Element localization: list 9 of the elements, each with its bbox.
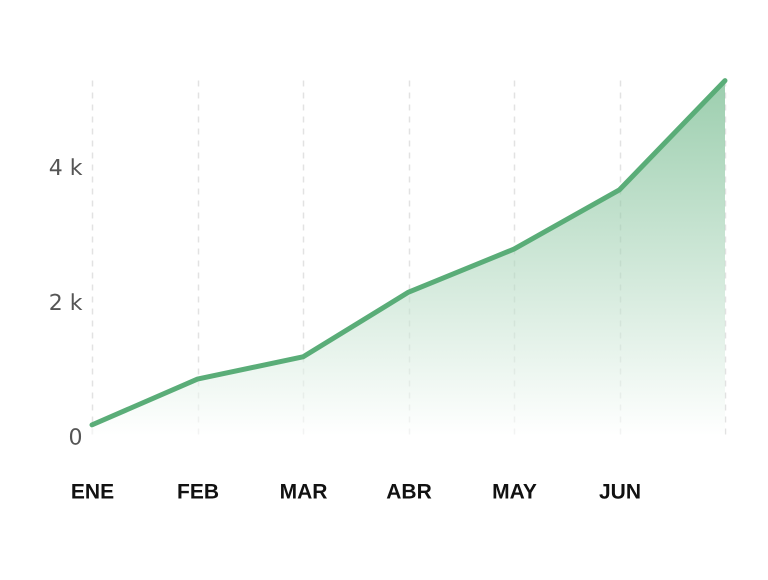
x-tick-label: FEB bbox=[177, 480, 219, 504]
y-tick-label: 4 k bbox=[48, 156, 83, 182]
x-tick-label: MAR bbox=[280, 480, 328, 504]
x-tick-label: ABR bbox=[386, 480, 432, 504]
y-tick-label: 0 bbox=[68, 426, 82, 450]
x-tick-label: JUN bbox=[598, 480, 642, 504]
x-tick-label: MAY bbox=[492, 480, 537, 504]
y-tick-label: 2 k bbox=[48, 290, 83, 316]
x-tick-label: ENE bbox=[70, 480, 114, 504]
